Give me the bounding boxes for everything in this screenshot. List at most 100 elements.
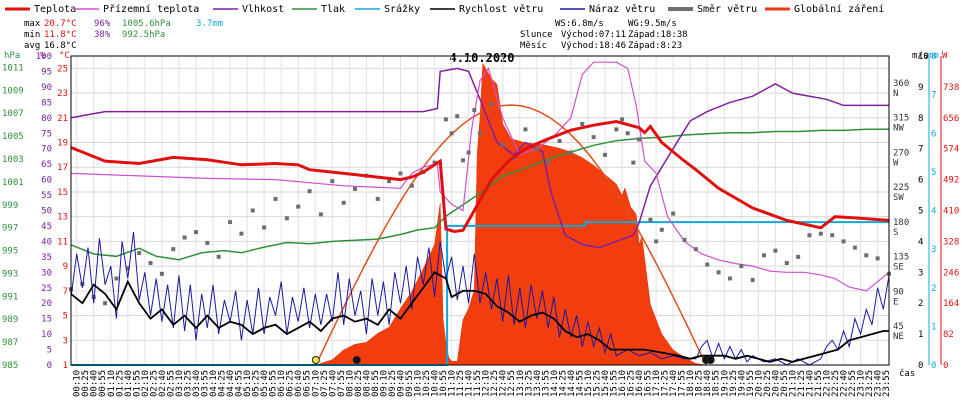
tick-label-time: 03:55	[200, 370, 210, 397]
tick-label-dir-card: S	[893, 228, 898, 238]
tick-label-hpa: 1009	[2, 86, 24, 96]
wind-direction-point	[330, 179, 335, 184]
tick-label-degc: 17	[57, 163, 68, 173]
stats-block: max 20.7°C 96% 1005.6hPa 3.7mm min 11.8°…	[24, 19, 223, 51]
tick-label-time: 20:25	[763, 370, 773, 397]
wind-direction-point	[693, 247, 698, 252]
tick-label-mm: 3	[931, 245, 936, 255]
wind-direction-point	[534, 146, 539, 151]
tick-label-pct: 95	[41, 67, 52, 77]
tick-label-time: 11:25	[456, 370, 466, 397]
tick-label-hpa: 1011	[2, 63, 24, 73]
tick-label-time: 11:10	[448, 370, 458, 397]
legend-prizemni-teplota: Přízemní teplota	[103, 3, 199, 15]
tick-label-pct: 80	[41, 114, 52, 124]
tick-label-time: 15:40	[601, 370, 611, 397]
wind-direction-point	[614, 127, 619, 132]
tick-label-time: 14:55	[575, 370, 585, 397]
wind-direction-point	[478, 131, 482, 136]
tick-label-degc: 7	[63, 287, 68, 297]
tick-label-time: 10:55	[439, 370, 449, 397]
tick-label-time: 07:10	[311, 370, 321, 397]
wind-direction-point	[455, 114, 460, 119]
tick-label-dir: 135	[893, 253, 909, 263]
series	[69, 61, 891, 366]
wind-direction-point	[137, 250, 142, 255]
wind-direction-point	[375, 196, 380, 201]
tick-label-ms: 10	[918, 52, 929, 62]
stats-avg-label: avg	[24, 41, 40, 51]
wind-direction-point	[631, 160, 636, 165]
tick-label-time: 16:25	[627, 370, 637, 397]
tick-label-pct: 45	[41, 222, 52, 232]
tick-label-w: 246	[943, 268, 959, 278]
tick-label-time: 02:25	[149, 370, 159, 397]
wind-direction-point	[818, 231, 823, 236]
tick-label-time: 20:55	[780, 370, 790, 397]
tick-label-time: 03:40	[192, 370, 202, 397]
tick-label-time: 08:10	[345, 370, 355, 397]
tick-label-pct: 20	[41, 299, 52, 309]
stats-min-press: 992.5hPa	[122, 30, 165, 40]
tick-label-time: 00:55	[98, 370, 108, 397]
tick-label-time: 17:25	[661, 370, 671, 397]
wind-direction-point	[625, 131, 630, 136]
wind-direction-point	[250, 208, 255, 213]
wind-direction-point	[830, 233, 835, 238]
tick-label-time: 20:10	[754, 370, 764, 397]
series-wind-gust	[70, 232, 890, 366]
tick-label-time: 13:40	[533, 370, 543, 397]
chart-title: 4.10.2020	[449, 51, 514, 65]
tick-label-pct: 35	[41, 253, 52, 263]
tick-label-time: 01:55	[132, 370, 142, 397]
tick-label-ms: 3	[918, 268, 923, 278]
tick-label-time: 19:40	[737, 370, 747, 397]
tick-label-time: 18:40	[703, 370, 713, 397]
wind-direction-point	[449, 131, 454, 136]
tick-label-time: 01:25	[115, 370, 125, 397]
tick-label-dir-card: W	[893, 158, 899, 168]
tick-label-dir: 360	[893, 79, 909, 89]
wind-direction-point	[80, 281, 85, 286]
wind-direction-point	[523, 127, 528, 132]
tick-label-ms: 7	[918, 145, 923, 155]
tick-label-hpa: 1007	[2, 109, 24, 119]
tick-label-time: 22:55	[848, 370, 858, 397]
tick-label-dir-card: E	[893, 297, 898, 307]
tick-label-hpa: 985	[2, 361, 18, 371]
tick-label-time: 22:40	[840, 370, 850, 397]
stats-min-temp: 11.8°C	[44, 30, 77, 40]
wind-direction-point	[216, 254, 221, 259]
unit-pct: %	[40, 51, 46, 61]
tick-label-time: 16:40	[635, 370, 645, 397]
wind-direction-point	[387, 179, 392, 184]
wind-direction-point	[284, 216, 289, 221]
info-ws: WS:6.8m/s	[555, 19, 604, 29]
wind-direction-point	[398, 171, 403, 176]
wind-direction-point	[568, 150, 573, 155]
tick-label-time: 20:40	[771, 370, 781, 397]
tick-label-mm: 1	[931, 322, 936, 332]
tick-label-hpa: 993	[2, 269, 18, 279]
tick-label-time: 07:40	[328, 370, 338, 397]
tick-label-ms: 2	[918, 299, 923, 309]
series-theoretical-radiation	[315, 104, 707, 366]
marker-moonset	[352, 356, 361, 364]
wind-direction-point	[307, 189, 312, 194]
tick-label-time: 22:10	[823, 370, 833, 397]
tick-label-time: 05:40	[260, 370, 270, 397]
wind-direction-point	[148, 261, 153, 266]
tick-label-mm: 8	[931, 52, 936, 62]
tick-label-mm: 6	[931, 129, 936, 139]
tick-label-degc: 3	[63, 336, 68, 346]
series-wind-speed	[70, 271, 889, 363]
tick-label-time: 14:25	[558, 370, 568, 397]
tick-label-ms: 4	[918, 237, 923, 247]
axes: 9859879899919939959979991001100310051007…	[2, 52, 959, 397]
wind-direction-point	[739, 264, 744, 269]
legend-tlak: Tlak	[321, 4, 345, 15]
tick-label-time: 04:10	[209, 370, 219, 397]
tick-label-time: 01:10	[107, 370, 117, 397]
tick-label-time: 12:10	[482, 370, 492, 397]
tick-label-time: 16:55	[644, 370, 654, 397]
